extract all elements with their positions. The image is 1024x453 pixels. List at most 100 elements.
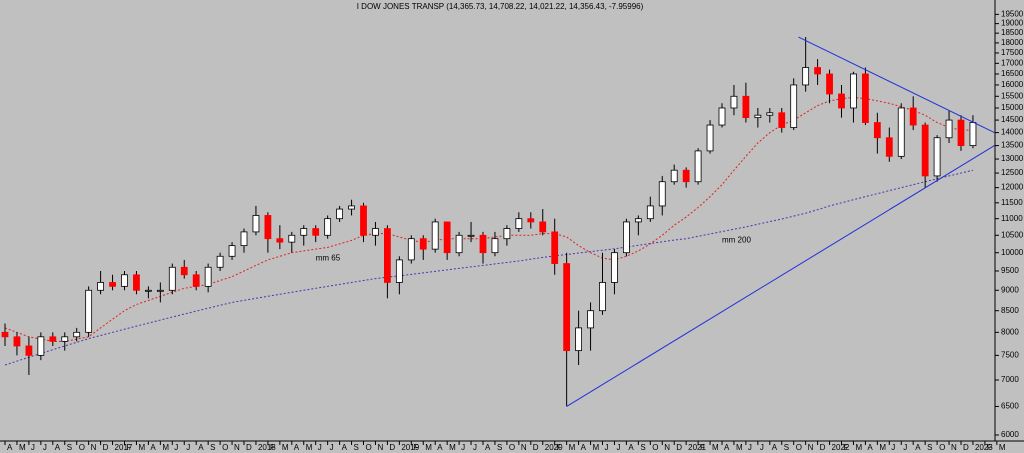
x-tick-label: N [377,443,383,452]
candle-body [611,252,618,283]
candle-body [897,107,905,157]
y-tick-label: 18000 [1001,38,1024,47]
x-tick-label: A [581,443,587,452]
x-tick-label: M [712,443,719,452]
x-tick-label: 2020 [545,443,563,452]
x-tick-label: O [939,443,945,452]
x-tick-label: 2023 [975,443,993,452]
x-tick-label: N [951,443,957,452]
x-tick-label: S [354,443,359,452]
y-tick-label: 11000 [1001,214,1023,223]
x-tick-label: F [127,443,132,452]
x-tick-label: D [676,443,682,452]
x-tick-label: F [413,443,418,452]
candle-body [25,345,33,356]
x-tick-label: O [652,443,658,452]
candle-body [479,234,487,254]
x-tick-label: M [162,443,169,452]
y-tick-label: 17500 [1001,48,1024,57]
y-tick-label: 18500 [1001,28,1024,37]
x-tick-label: M [19,443,26,452]
candle-body [49,336,57,342]
candle-body [240,231,248,247]
candle-body [945,119,953,139]
candle-body [419,238,427,250]
x-tick-label: M [306,443,313,452]
x-tick-label: M [879,443,886,452]
x-tick-label: M [736,443,743,452]
x-tick-label: J [903,443,907,452]
candle-body [300,228,308,236]
candle-body [73,331,81,338]
y-tick-label: 6500 [1001,402,1019,411]
candle-body [634,218,642,223]
y-tick-label: 13500 [1001,141,1024,150]
x-tick-label: N [234,443,240,452]
x-tick-label: S [927,443,932,452]
x-tick-label: 2017 [115,443,133,452]
candle-body [933,137,941,177]
x-tick-label: J [43,443,47,452]
y-tick-label: 7500 [1001,350,1019,359]
x-tick-label: O [366,443,372,452]
x-tick-label: N [664,443,670,452]
y-tick-label: 10000 [1001,248,1024,257]
candle-body [395,259,403,283]
candle-body [264,215,272,240]
x-tick-label: M [999,443,1006,452]
chart-title: I DOW JONES TRANSP (14,365.73, 14,708.22… [357,2,644,11]
x-tick-label: D [246,443,252,452]
candle-body [204,266,212,287]
x-tick-label: 2019 [401,443,419,452]
x-tick-label: A [772,443,778,452]
x-tick-label: M [138,443,145,452]
candle-body [312,228,320,236]
candle-body [694,150,702,183]
x-tick-label: F [557,443,562,452]
x-tick-label: 2021 [688,443,706,452]
x-tick-label: O [796,443,802,452]
x-tick-label: M [425,443,432,452]
candle-body [467,234,475,237]
candle-body [431,221,439,250]
candle-body [539,221,547,233]
x-tick-label: M [449,443,456,452]
x-tick-label: J [318,443,322,452]
x-tick-label: J [31,443,35,452]
y-tick-label: 19000 [1001,19,1024,28]
candle-body [778,112,786,128]
y-tick-label: 9000 [1001,285,1019,294]
candle-body [324,218,332,236]
x-tick-label: A [437,443,443,452]
candle-body [587,310,594,329]
candle-body [192,274,200,287]
candle-body [646,205,654,220]
candle-body [826,73,833,95]
y-tick-label: 6000 [1001,430,1019,439]
candle-body [216,255,224,268]
x-tick-label: S [784,443,789,452]
candle-body [228,245,236,257]
y-tick-label: 13000 [1001,154,1024,163]
candle-body [850,73,857,109]
x-tick-label: N [808,443,814,452]
x-tick-label: A [485,443,491,452]
candle-body [670,169,678,183]
candle-body [742,95,750,119]
candle-body [156,289,164,292]
candle-body [491,238,499,254]
y-tick-label: 8000 [1001,327,1019,336]
x-tick-label: D [820,443,826,452]
candle-body [360,205,367,236]
candle-body [969,122,977,146]
y-tick-label: 15500 [1001,91,1024,100]
y-tick-label: 16000 [1001,80,1024,89]
moving-average-line [4,96,973,342]
candle-body [873,122,881,139]
candle-body [37,336,45,356]
x-tick-label: J [174,443,178,452]
x-tick-label: M [855,443,862,452]
